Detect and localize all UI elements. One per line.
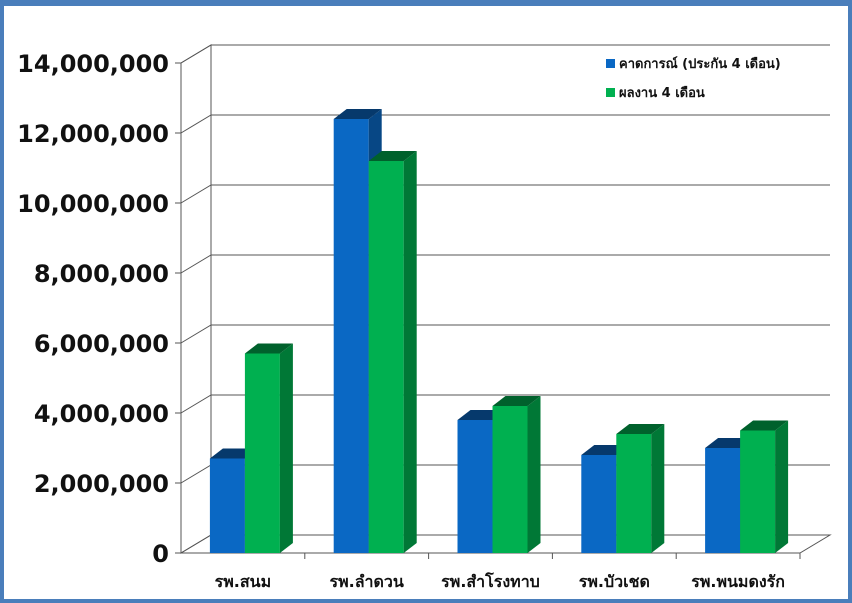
bar-side [403,151,417,553]
legend-entry: คาดการณ์ (ประกัน 4 เดือน) [606,56,781,72]
gridline [180,184,830,204]
bar-front [581,455,617,553]
gridline [180,394,830,414]
bar [740,420,789,553]
legend-swatch [606,88,615,97]
legend-label: คาดการณ์ (ประกัน 4 เดือน) [619,56,781,72]
x-tick-label: รพ.สนม [215,572,271,591]
gridline [180,44,830,64]
y-tick-label: 0 [152,540,169,568]
bar-top [616,424,665,434]
bar-side [279,343,293,553]
bar-front [705,448,741,553]
bar-front [492,406,528,553]
gridline [180,324,830,344]
bar-side [527,396,541,553]
gridline [180,254,830,274]
y-tick-label: 8,000,000 [34,260,169,288]
bar-top [244,343,293,354]
bar [244,343,293,553]
legend: คาดการณ์ (ประกัน 4 เดือน) ผลงาน 4 เดือน [606,56,781,101]
bar-front [457,420,493,553]
side-wall [180,44,212,554]
legend-entry: ผลงาน 4 เดือน [606,85,705,101]
legend-swatch [606,59,615,68]
gridline [180,114,830,134]
x-axis: รพ.สนม รพ.ลำดวน รพ.สำโรงทาบ รพ.บัวเชด รพ.พนม… [181,552,801,591]
y-tick-label: 4,000,000 [34,400,169,428]
y-tick-label: 14,000,000 [17,50,169,78]
bar-top [492,396,541,406]
x-tick-label: รพ.ลำดวน [330,572,404,591]
x-tick-label: รพ.สำโรงทาบ [441,571,540,591]
bar-top [333,109,382,119]
bar-front [616,434,652,553]
bar [368,151,417,553]
bar-front [368,161,404,553]
bar [492,396,541,553]
bars [209,109,789,553]
bar-side [775,420,789,553]
y-tick-label: 10,000,000 [17,190,169,218]
bar-front [740,430,776,553]
bar [616,424,665,553]
legend-label: ผลงาน 4 เดือน [619,85,705,101]
bar-side [651,424,665,553]
x-tick-label: รพ.พนมดงรัก [691,572,785,591]
x-tick-label: รพ.บัวเชด [579,572,650,591]
bar-front [333,119,369,553]
y-tick-label: 2,000,000 [34,470,169,498]
y-tick-label: 6,000,000 [34,330,169,358]
y-tick-label: 12,000,000 [17,120,169,148]
bar-front [209,458,245,553]
bar-front [244,353,280,553]
y-axis: 0 2,000,000 4,000,000 6,000,000 8,000,000 10,… [17,50,182,568]
bar-top [740,420,789,431]
bar-top [368,151,417,161]
